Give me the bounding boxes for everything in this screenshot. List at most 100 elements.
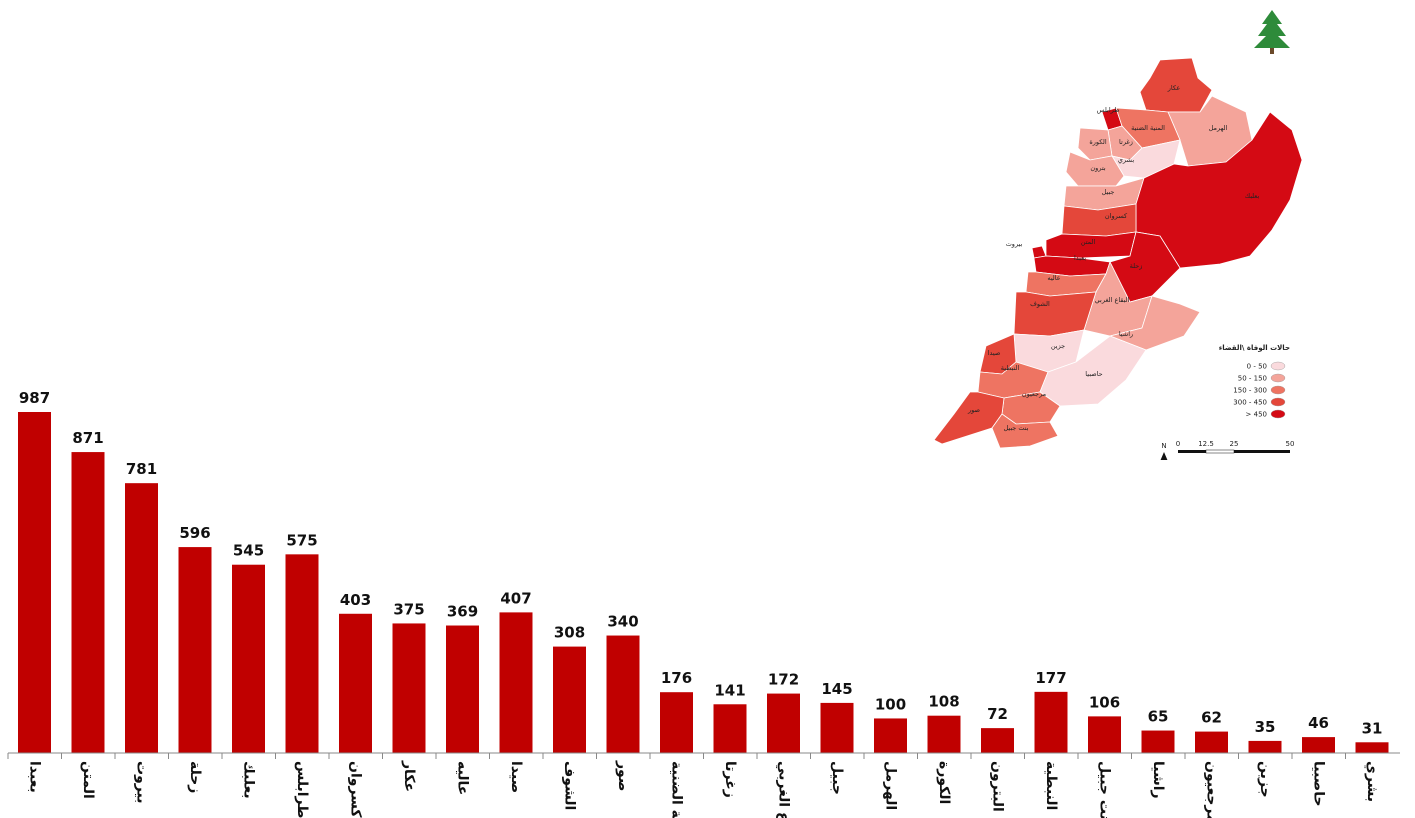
category-label-13: زغرتا bbox=[722, 761, 738, 798]
legend-label-3: 300 - 450 bbox=[1233, 399, 1267, 407]
category-label-4: بعلبك bbox=[241, 761, 257, 799]
category-label-0: بعبدا bbox=[27, 761, 43, 793]
category-label-5: طرابلس bbox=[294, 761, 310, 818]
map-label-2: المنية الضنية bbox=[1131, 124, 1165, 132]
map-label-7: بترون bbox=[1090, 164, 1105, 172]
x-ticks-group bbox=[7, 753, 1346, 759]
category-label-2: بيروت bbox=[134, 761, 150, 803]
value-label-8: 369 bbox=[447, 603, 478, 621]
category-label-22: مرجعيون bbox=[1204, 761, 1220, 818]
scale-label-4: 50 bbox=[1286, 440, 1295, 448]
value-label-25: 31 bbox=[1362, 719, 1383, 737]
bar-23 bbox=[1248, 740, 1282, 753]
scale-label-2: 25 bbox=[1230, 440, 1239, 448]
value-label-19: 177 bbox=[1035, 669, 1066, 687]
value-label-3: 596 bbox=[179, 524, 210, 542]
value-label-18: 72 bbox=[987, 705, 1008, 723]
bar-20 bbox=[1088, 716, 1121, 753]
legend-label-2: 150 - 300 bbox=[1233, 387, 1267, 395]
category-label-8: عاليه bbox=[455, 761, 471, 795]
legend-label-0: 0 - 50 bbox=[1247, 363, 1267, 371]
map-label-21: النبطية bbox=[1001, 364, 1020, 372]
map-district-labels: عكار طرابلس المنية الضنية الهرمل زغرتا الكورة… bbox=[967, 84, 1259, 432]
value-label-12: 176 bbox=[661, 669, 692, 687]
legend-swatch-1 bbox=[1270, 373, 1286, 383]
legend-swatch-0 bbox=[1270, 361, 1286, 371]
map-label-5: الكورة bbox=[1089, 138, 1106, 146]
value-label-17: 108 bbox=[928, 693, 959, 711]
lebanon-map: عكار طرابلس المنية الضنية الهرمل زغرتا الكورة… bbox=[933, 10, 1303, 460]
bar-22 bbox=[1195, 731, 1228, 753]
map-districts bbox=[933, 57, 1303, 449]
legend-swatch-3 bbox=[1270, 397, 1286, 407]
map-label-14: زحلة bbox=[1130, 262, 1143, 270]
map-label-15: عاليه bbox=[1047, 274, 1060, 282]
map-label-20: صيدا bbox=[988, 349, 1001, 357]
map-label-4: زغرتا bbox=[1119, 138, 1133, 146]
value-label-23: 35 bbox=[1255, 718, 1276, 736]
map-label-25: بنت جبيل bbox=[1003, 424, 1028, 432]
map-label-12: المتن bbox=[1081, 238, 1096, 246]
bar-24 bbox=[1302, 737, 1335, 753]
category-labels-group: بعبدا المتن بيروت زحلة بعلبك طرابلس كسروان عكار… bbox=[27, 760, 1381, 818]
map-label-0: عكار bbox=[1167, 84, 1181, 92]
category-label-16: الهرمل bbox=[883, 761, 899, 810]
value-label-14: 172 bbox=[768, 671, 799, 689]
cedar-tree-icon bbox=[1254, 10, 1290, 54]
category-label-19: النبطية bbox=[1043, 761, 1059, 810]
category-label-21: راشيا bbox=[1150, 761, 1166, 799]
category-label-15: جبيل bbox=[829, 761, 845, 795]
value-label-7: 375 bbox=[393, 600, 424, 618]
bar-13 bbox=[713, 704, 747, 753]
category-label-24: حاصبيا bbox=[1311, 761, 1327, 807]
value-label-10: 308 bbox=[554, 624, 585, 642]
north-arrow-icon: N bbox=[1160, 442, 1168, 460]
map-label-10: كسروان bbox=[1105, 212, 1128, 220]
legend-swatch-2 bbox=[1270, 385, 1286, 395]
map-label-23: مرجعيون bbox=[1022, 390, 1046, 398]
district-chouf bbox=[1013, 291, 1097, 337]
value-label-13: 141 bbox=[714, 681, 745, 699]
map-label-6: بشري bbox=[1118, 156, 1134, 164]
scale-bar: 0 12.5 25 50 bbox=[1176, 440, 1295, 454]
map-label-16: البقاع الغربي bbox=[1095, 296, 1130, 304]
category-label-14: البقاع الغربي bbox=[776, 761, 792, 818]
district-bsharri bbox=[1111, 139, 1181, 179]
bar-12 bbox=[660, 692, 693, 753]
category-label-1: المتن bbox=[80, 761, 96, 799]
bar-7 bbox=[392, 623, 426, 753]
legend-items: 0 - 50 50 - 150 150 - 300 300 - 450 > 450 bbox=[1233, 361, 1286, 419]
value-label-11: 340 bbox=[607, 613, 638, 631]
bars-group bbox=[18, 412, 1389, 753]
district-tyre bbox=[933, 391, 1005, 445]
scale-labels: 0 12.5 25 50 bbox=[1176, 440, 1295, 448]
value-label-15: 145 bbox=[821, 680, 852, 698]
value-label-1: 871 bbox=[72, 429, 103, 447]
map-label-18: راشيا bbox=[1119, 330, 1133, 338]
map-legend: حالات الوفاة \القضاء 0 - 50 50 - 150 150 -… bbox=[1219, 344, 1290, 419]
bar-5 bbox=[285, 554, 319, 753]
value-label-4: 545 bbox=[233, 542, 264, 560]
bar-11 bbox=[606, 635, 640, 753]
map-label-22: حاصبيا bbox=[1085, 370, 1102, 378]
map-label-19: جزين bbox=[1051, 342, 1065, 350]
category-label-11: صور bbox=[615, 760, 631, 791]
value-label-21: 65 bbox=[1148, 708, 1169, 726]
category-label-20: بنت جبيل bbox=[1097, 761, 1113, 818]
map-label-24: صور bbox=[967, 406, 980, 414]
value-label-24: 46 bbox=[1308, 714, 1329, 732]
legend-label-4: > 450 bbox=[1246, 411, 1267, 419]
bar-15 bbox=[820, 702, 854, 753]
map-label-8: جبيل bbox=[1102, 188, 1115, 196]
map-label-13: بعبدا bbox=[1074, 254, 1086, 262]
value-label-6: 403 bbox=[340, 591, 371, 609]
value-label-9: 407 bbox=[500, 589, 531, 607]
category-label-17: الكورة bbox=[936, 761, 952, 804]
north-label: N bbox=[1161, 442, 1166, 450]
value-label-0: 987 bbox=[19, 389, 50, 407]
value-label-22: 62 bbox=[1201, 709, 1222, 727]
bar-19 bbox=[1034, 691, 1068, 753]
district-bint-jbeil bbox=[991, 413, 1059, 449]
category-label-6: كسروان bbox=[348, 761, 364, 818]
